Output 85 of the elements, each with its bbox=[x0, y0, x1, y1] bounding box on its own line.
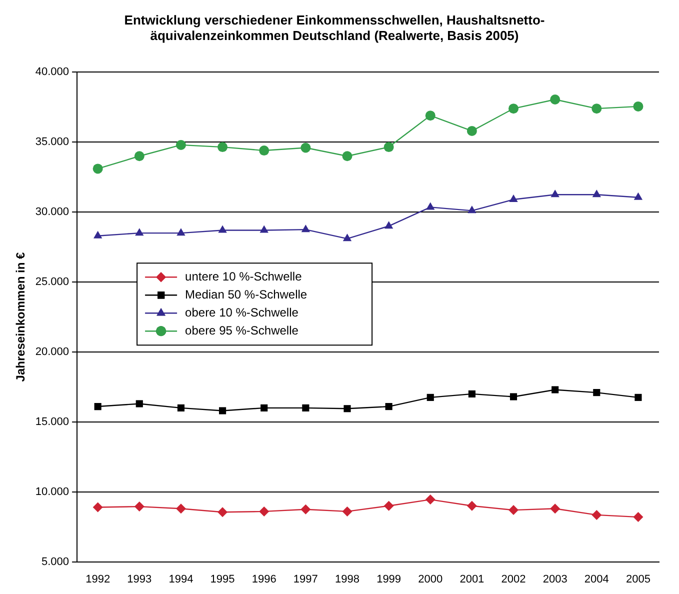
x-tick-label: 1999 bbox=[376, 573, 402, 586]
point bbox=[384, 142, 394, 152]
point bbox=[92, 164, 103, 174]
point bbox=[300, 142, 311, 153]
point bbox=[176, 504, 186, 514]
y-tick-label: 10.000 bbox=[35, 486, 70, 498]
point bbox=[426, 394, 434, 401]
y-tick-label: 15.000 bbox=[35, 416, 70, 428]
y-tick-label: 40.000 bbox=[35, 66, 70, 78]
point bbox=[177, 404, 184, 412]
x-tick-label: 1996 bbox=[252, 573, 276, 586]
point bbox=[468, 206, 476, 214]
text: äquivalenzeinkommen Deutschland (Realwerte, Basis 2005) bbox=[150, 28, 519, 43]
point bbox=[342, 234, 352, 242]
point bbox=[385, 402, 392, 410]
legend-label: untere 10 %-Schwelle bbox=[185, 269, 302, 284]
point bbox=[508, 104, 519, 114]
point bbox=[510, 393, 518, 400]
x-tick-label: 2004 bbox=[584, 573, 609, 586]
point bbox=[384, 221, 394, 229]
x-tick-label: 2002 bbox=[501, 573, 526, 586]
y-tick-label: 30.000 bbox=[35, 206, 70, 218]
point bbox=[218, 142, 228, 152]
point bbox=[509, 194, 518, 202]
point bbox=[94, 230, 102, 238]
y-tick-label: 35.000 bbox=[35, 136, 70, 148]
x-tick-label: 1995 bbox=[210, 573, 235, 586]
point bbox=[425, 494, 436, 505]
point bbox=[384, 500, 394, 511]
legend-label: obere 95 %-Schwelle bbox=[185, 323, 299, 338]
point bbox=[136, 400, 143, 408]
point bbox=[425, 110, 436, 121]
point bbox=[301, 224, 310, 232]
point bbox=[260, 404, 268, 412]
point bbox=[466, 500, 477, 511]
x-tick-label: 1994 bbox=[168, 573, 194, 586]
point bbox=[552, 386, 559, 394]
point bbox=[592, 104, 602, 114]
y-tick-label: 20.000 bbox=[35, 346, 70, 358]
x-tick-label: 1997 bbox=[293, 573, 318, 586]
point bbox=[94, 402, 102, 410]
y-tick-label: 25.000 bbox=[35, 276, 70, 288]
x-tick-label: 2003 bbox=[542, 573, 568, 586]
point bbox=[344, 405, 351, 412]
point bbox=[135, 228, 144, 236]
point bbox=[259, 146, 270, 156]
legend-label: obere 10 %-Schwelle bbox=[185, 305, 299, 320]
point bbox=[218, 225, 227, 233]
point bbox=[176, 228, 186, 236]
point bbox=[592, 190, 601, 198]
point bbox=[592, 510, 602, 520]
point bbox=[634, 192, 643, 200]
point bbox=[593, 389, 600, 396]
x-tick-label: 1993 bbox=[127, 573, 152, 586]
point bbox=[634, 394, 642, 401]
y-tick-label: 5.000 bbox=[42, 556, 70, 568]
point bbox=[219, 407, 226, 414]
point bbox=[426, 202, 435, 210]
point bbox=[260, 225, 268, 233]
point bbox=[550, 94, 560, 104]
text: Entwicklung verschiedener Einkommensschwellen, Haushaltsnetto- bbox=[124, 12, 545, 28]
point bbox=[508, 505, 519, 516]
point bbox=[134, 502, 144, 512]
point bbox=[342, 506, 352, 516]
point bbox=[633, 512, 644, 522]
point bbox=[466, 126, 477, 136]
point bbox=[550, 504, 560, 514]
point bbox=[468, 390, 476, 398]
point bbox=[218, 507, 228, 518]
x-tick-label: 2005 bbox=[626, 573, 650, 586]
point bbox=[176, 140, 186, 150]
x-tick-label: 1992 bbox=[86, 573, 110, 586]
legend-label: Median 50 %-Schwelle bbox=[185, 287, 308, 302]
point bbox=[302, 404, 310, 412]
x-tick-label: 2001 bbox=[460, 573, 484, 586]
point bbox=[550, 190, 560, 198]
point bbox=[633, 101, 644, 112]
x-tick-label: 1998 bbox=[334, 573, 360, 586]
point bbox=[134, 151, 144, 162]
point bbox=[259, 506, 270, 516]
point bbox=[92, 502, 103, 512]
point bbox=[342, 151, 352, 162]
y-axis-title: Jahreseinkommen in € bbox=[14, 252, 28, 382]
point bbox=[300, 504, 311, 514]
x-tick-label: 2000 bbox=[418, 573, 443, 586]
